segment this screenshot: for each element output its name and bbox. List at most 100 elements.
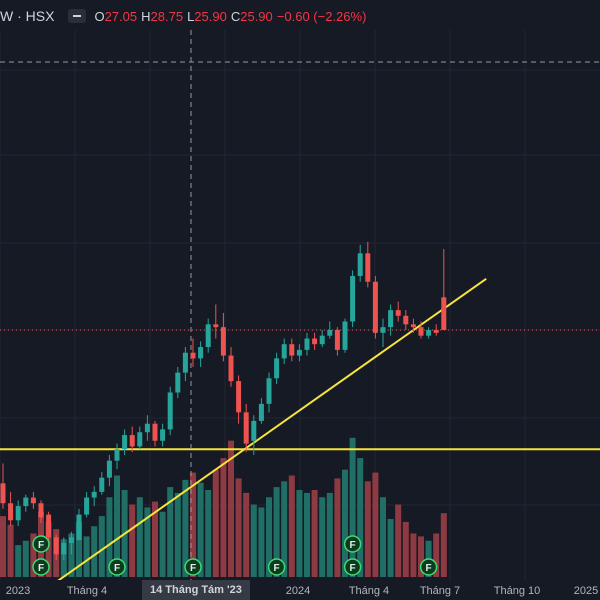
dividend-marker-icon[interactable]: F <box>108 558 126 576</box>
candle-body[interactable] <box>258 403 264 421</box>
candle-body[interactable] <box>175 372 181 393</box>
volume-bar <box>326 492 333 577</box>
candle-body[interactable] <box>228 355 234 382</box>
volume-bar <box>395 504 402 577</box>
candle-body[interactable] <box>68 537 74 543</box>
volume-bar <box>349 437 356 577</box>
volume-bar <box>273 487 280 577</box>
collapse-legend-button[interactable] <box>68 9 87 23</box>
change-value: −0.60 (−2.26%) <box>276 8 367 24</box>
candle-body[interactable] <box>205 324 211 348</box>
candle-body[interactable] <box>418 327 424 336</box>
candle-body[interactable] <box>144 423 150 433</box>
candle-body[interactable] <box>106 460 112 478</box>
volume-bar <box>410 533 417 577</box>
volume-bar <box>15 545 22 577</box>
dividend-marker-icon[interactable]: F <box>184 558 202 576</box>
dividend-marker-icon[interactable]: F <box>419 558 438 576</box>
volume-bar <box>304 492 310 577</box>
candle-body[interactable] <box>372 281 378 333</box>
candle-body[interactable] <box>30 497 36 504</box>
dividend-markers: F F F F F F F F <box>32 535 438 576</box>
candle-body[interactable] <box>441 297 447 330</box>
volume-bar <box>98 516 105 577</box>
dividend-marker-icon[interactable]: F <box>32 558 50 576</box>
candle-body[interactable] <box>395 310 401 316</box>
volume-bar <box>357 458 364 577</box>
candle-body[interactable] <box>236 381 242 413</box>
candle-body[interactable] <box>23 497 29 507</box>
volume-bar <box>380 497 386 577</box>
candle-body[interactable] <box>289 344 295 356</box>
candle-body[interactable] <box>182 352 188 373</box>
volume-bar <box>258 507 265 577</box>
dividend-marker-icon[interactable]: F <box>267 558 286 576</box>
candle-body[interactable] <box>213 324 219 328</box>
candle-body[interactable] <box>281 344 287 359</box>
candle-body[interactable] <box>8 503 14 521</box>
volume-bar <box>212 469 219 577</box>
close-value: 25.90 <box>240 8 273 24</box>
candle-body[interactable] <box>334 330 340 350</box>
candle-body[interactable] <box>251 420 257 441</box>
candle-body[interactable] <box>410 324 416 328</box>
candle-body[interactable] <box>61 543 67 555</box>
volume-bar <box>22 540 29 577</box>
candle-body[interactable] <box>152 423 158 441</box>
volume-bar <box>342 469 348 577</box>
dividend-marker-label: F <box>114 563 120 574</box>
volume-bar <box>220 458 227 577</box>
candle-body[interactable] <box>266 378 272 404</box>
candle-body[interactable] <box>350 276 356 322</box>
candle-body[interactable] <box>296 349 302 356</box>
candle-body[interactable] <box>84 497 90 515</box>
volume-bar <box>167 487 174 577</box>
candle-body[interactable] <box>137 432 143 447</box>
symbol-label[interactable]: W · HSX <box>0 8 55 24</box>
candle-body[interactable] <box>426 330 432 336</box>
candle-body[interactable] <box>365 253 371 282</box>
candle-body[interactable] <box>53 537 59 555</box>
candle-body[interactable] <box>0 483 6 504</box>
candle-body[interactable] <box>274 358 280 379</box>
candle-body[interactable] <box>342 321 348 350</box>
candle-body[interactable] <box>319 335 325 345</box>
candle-body[interactable] <box>167 392 173 430</box>
volume-bar <box>30 533 37 577</box>
volume-bar <box>106 497 113 577</box>
candle-body[interactable] <box>388 310 394 328</box>
candle-body[interactable] <box>91 491 97 498</box>
candle-body[interactable] <box>15 506 21 521</box>
candle-body[interactable] <box>327 330 333 336</box>
candle-body[interactable] <box>122 435 128 450</box>
candle-body[interactable] <box>46 514 52 538</box>
volume-bar <box>182 479 189 577</box>
candle-body[interactable] <box>38 503 44 518</box>
candle-body[interactable] <box>357 253 363 277</box>
candle-body[interactable] <box>433 330 439 333</box>
candle-body[interactable] <box>312 338 318 345</box>
high-key: H <box>141 8 151 24</box>
dividend-marker-icon[interactable]: F <box>343 535 362 553</box>
candle-body[interactable] <box>220 327 226 356</box>
candle-body[interactable] <box>190 352 196 359</box>
candle-body[interactable] <box>160 429 166 441</box>
candle-body[interactable] <box>129 435 135 447</box>
time-axis-label: Tháng 4 <box>67 585 107 597</box>
time-axis-label: Tháng 10 <box>494 585 540 597</box>
candle-body[interactable] <box>99 477 105 492</box>
candle-body[interactable] <box>198 347 204 359</box>
volume-bar <box>372 472 379 577</box>
candle-body[interactable] <box>380 327 386 333</box>
candle-body[interactable] <box>304 338 310 350</box>
dividend-marker-label: F <box>38 563 44 574</box>
volume-bar <box>45 521 52 577</box>
dividend-marker-icon[interactable]: F <box>343 558 362 576</box>
candle-body[interactable] <box>243 412 249 444</box>
candle-body[interactable] <box>403 315 409 325</box>
candle-body[interactable] <box>114 449 120 461</box>
candle-body[interactable] <box>76 514 82 541</box>
dividend-marker-icon[interactable]: F <box>32 535 50 553</box>
crosshair-date-label: 14 Tháng Tám '23 <box>142 580 250 600</box>
